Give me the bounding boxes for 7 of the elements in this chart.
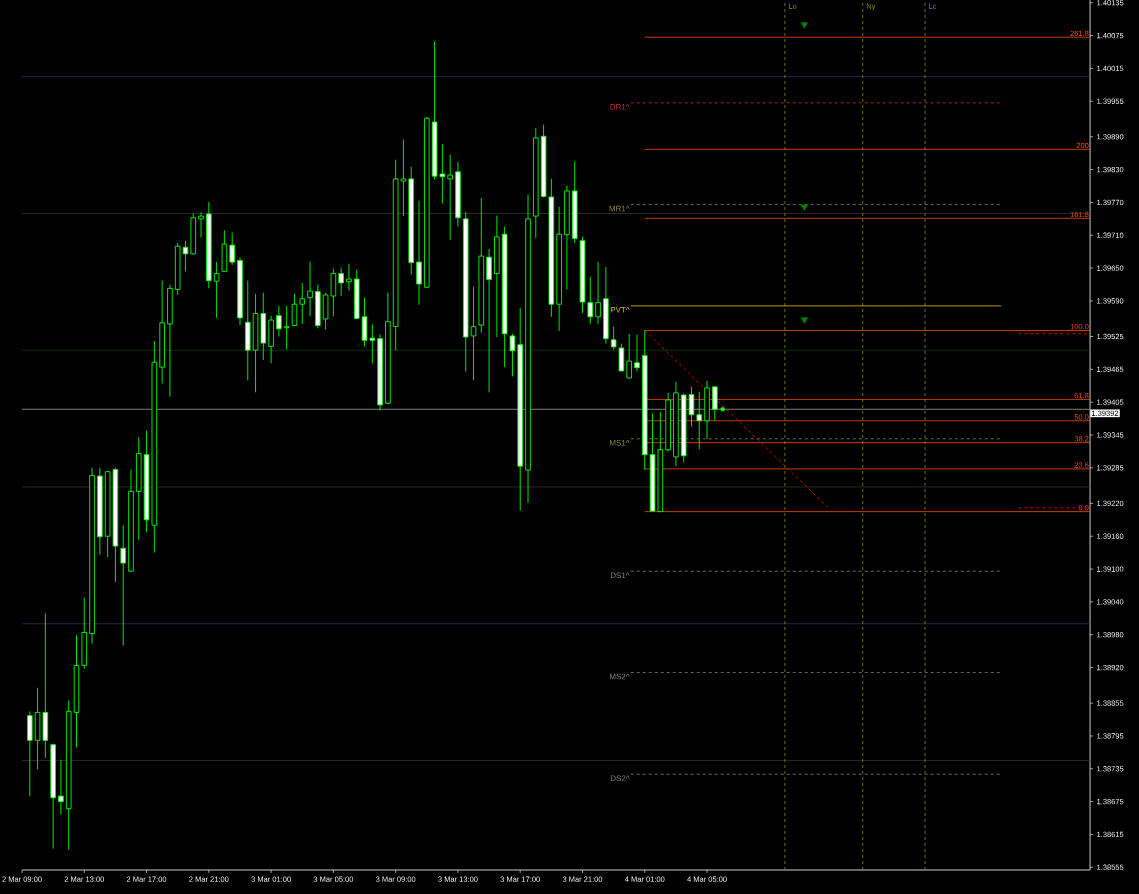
- series-label: MR1^: [609, 205, 630, 212]
- series-label: MS2^: [610, 673, 630, 680]
- series-label: DR1^: [610, 104, 630, 110]
- series-label: DS1^: [610, 572, 630, 579]
- series-label: MS1^: [610, 440, 630, 446]
- series-label: PVT^: [610, 307, 630, 313]
- series-label: DS2^: [610, 775, 630, 782]
